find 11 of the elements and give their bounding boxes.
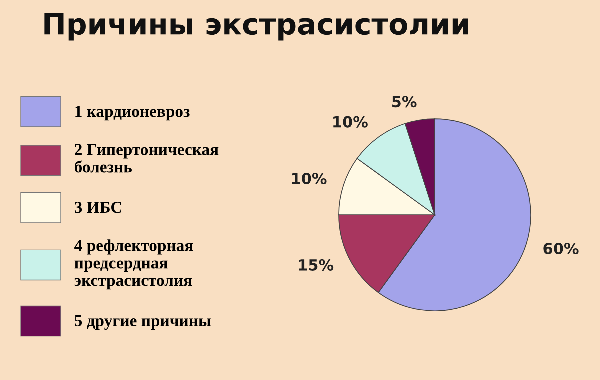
data-label: 60% xyxy=(544,242,579,255)
legend-label: 4 рефлекторная предсердная экстрасистолия xyxy=(74,240,194,290)
data-label: 10% xyxy=(292,172,327,185)
legend-label: 5 другие причины xyxy=(75,315,212,330)
data-label: 15% xyxy=(299,259,334,271)
legend-label: 3 ИБС xyxy=(74,202,122,214)
data-label: 5% xyxy=(392,96,417,108)
legend-label: 2 Гипертоническая болезнь xyxy=(74,144,219,173)
legend-label: 1 кардионевроз xyxy=(76,106,190,121)
data-label: 10% xyxy=(334,116,368,128)
chart-title: Причины экстрасистолии xyxy=(44,13,468,41)
